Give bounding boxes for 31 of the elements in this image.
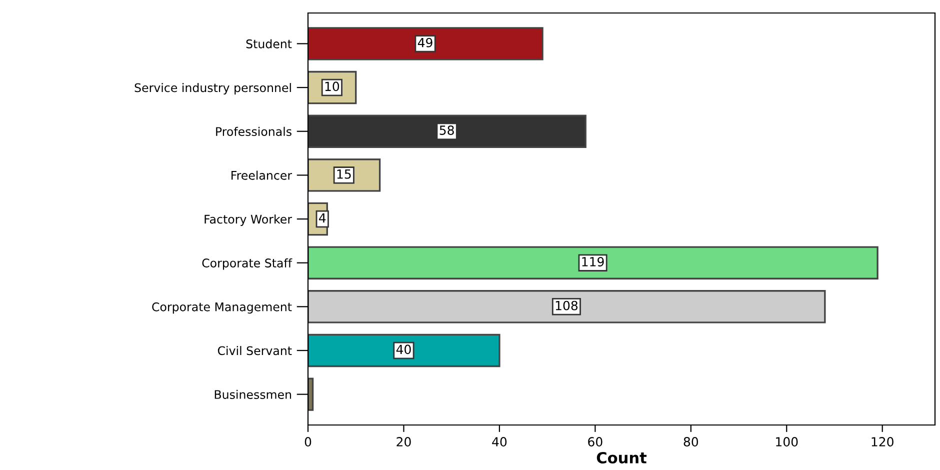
bar [308,378,314,411]
bar [308,290,826,324]
data-label: 49 [418,38,432,48]
data-label: 4 [318,213,326,222]
data-label: 10 [325,82,340,92]
bar [308,114,586,148]
y-tick-label: Civil Servant [218,346,292,356]
data-label: 58 [440,126,454,135]
x-tick-label: 120 [872,437,894,446]
bar [308,334,500,368]
bar [308,246,878,280]
data-label: 15 [337,170,351,179]
x-axis-title: Count [596,452,647,464]
y-tick-label: Professionals [216,126,292,136]
y-tick-label: Businessmen [214,390,292,399]
data-label: 119 [582,257,604,266]
x-tick-label: 60 [588,437,602,446]
data-label: 108 [556,300,578,310]
bar [308,27,544,60]
data-label: 40 [396,344,411,354]
x-tick-label: 20 [396,437,411,446]
y-tick-label: Student [246,39,292,48]
y-tick-label: Service industry personnel [134,83,291,94]
y-tick-label: Corporate Management [152,302,292,314]
y-tick-label: Corporate Staff [202,258,292,270]
x-tick-label: 100 [776,437,798,446]
x-tick-label: 40 [492,437,507,446]
x-tick-label: 80 [684,437,698,446]
x-tick-label: 0 [304,437,312,446]
y-tick-label: Freelancer [232,170,292,180]
y-tick-label: Factory Worker [204,214,292,226]
